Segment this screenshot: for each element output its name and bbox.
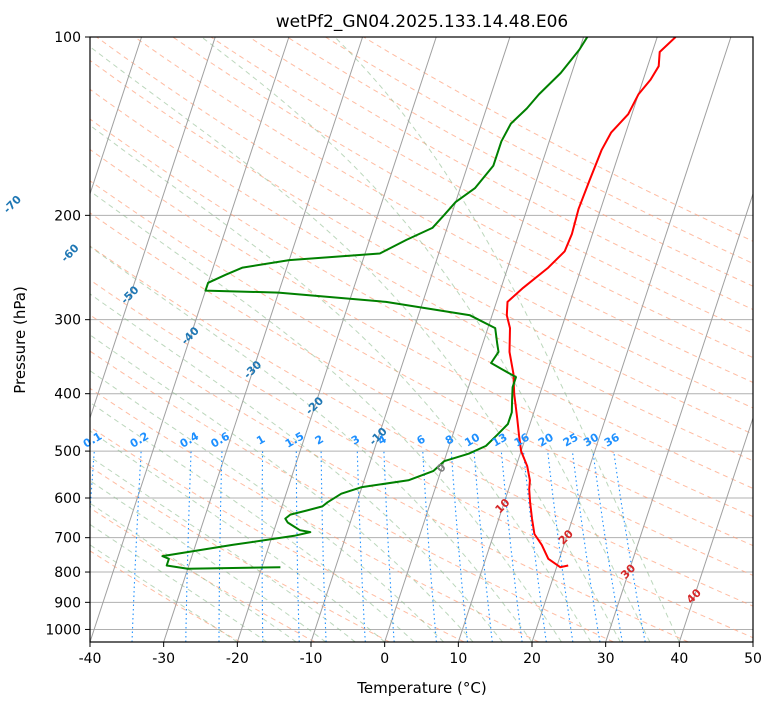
isotherm-line <box>90 37 216 420</box>
y-tick-label: 700 <box>54 531 81 547</box>
mixing-ratio-line <box>473 451 493 642</box>
mixing-ratio-line <box>571 451 601 642</box>
mixing-ratio-line <box>592 451 623 642</box>
dry-adiabat-line <box>363 37 753 242</box>
isotherm-line <box>163 37 364 642</box>
chart-title: wetPf2_GN04.2025.133.14.48.E06 <box>276 12 568 32</box>
x-tick-label: -10 <box>300 651 323 667</box>
dry-adiabat-line <box>90 279 753 639</box>
dry-adiabat-line <box>248 37 753 311</box>
dry-adiabat-line <box>90 180 753 547</box>
y-tick-label: 1000 <box>45 622 81 638</box>
mixing-ratio-line <box>185 451 192 642</box>
moist-adiabat-line <box>90 502 297 642</box>
x-tick-label: 40 <box>670 651 688 667</box>
x-tick-label: 50 <box>744 651 762 667</box>
isotherm-line <box>90 37 290 642</box>
x-axis-label: Temperature (°C) <box>356 679 486 697</box>
y-tick-label: 500 <box>54 444 81 460</box>
isotherm-line <box>531 37 732 642</box>
isotherm-label: -70 <box>1 193 24 216</box>
y-tick-label: 400 <box>54 387 81 403</box>
dry-adiabat-line <box>90 387 540 642</box>
mixing-ratio-line <box>522 451 547 642</box>
isotherm-line <box>457 37 658 642</box>
y-tick-label: 200 <box>54 208 81 224</box>
moist-adiabat-line <box>90 334 474 642</box>
dry-adiabat-line <box>90 350 614 642</box>
x-tick-label: -40 <box>79 651 102 667</box>
moist-adiabat-line <box>90 124 592 642</box>
dry-adiabat-line <box>90 507 315 642</box>
mixing-ratio-line <box>261 451 264 642</box>
moist-adiabat-line <box>90 245 533 642</box>
temperature-profile-line <box>505 37 677 569</box>
dewpoint-profile-line <box>161 37 589 570</box>
moist-adiabat-line <box>90 544 238 642</box>
mixing-ratio-line <box>295 451 300 642</box>
dry-adiabat-line <box>134 37 753 383</box>
y-axis-label: Pressure (hPa) <box>11 286 29 394</box>
dry-adiabat-line <box>90 59 753 435</box>
mixing-ratio-line <box>131 451 142 642</box>
mixing-ratio-line <box>450 451 469 642</box>
isotherm-line <box>384 37 585 642</box>
dry-adiabat-line <box>90 212 753 576</box>
y-tick-label: 300 <box>54 313 81 329</box>
isotherm-line <box>310 37 511 642</box>
y-tick-label: 600 <box>54 491 81 507</box>
moist-adiabat-line <box>90 430 386 642</box>
isotherm-label: -60 <box>58 241 81 264</box>
x-tick-label: 10 <box>449 651 467 667</box>
isotherm-line <box>605 192 753 642</box>
x-tick-label: -30 <box>152 651 175 667</box>
dry-adiabat-line <box>90 245 753 607</box>
moist-adiabat-line <box>201 37 651 642</box>
x-tick-label: 0 <box>380 651 389 667</box>
x-tick-label: -20 <box>226 651 249 667</box>
dry-adiabat-line <box>325 37 753 264</box>
y-tick-label: 800 <box>54 565 81 581</box>
y-tick-label: 100 <box>54 30 81 46</box>
isotherm-line <box>678 416 753 642</box>
moist-adiabat-line <box>90 293 503 642</box>
mixing-ratio-line <box>422 451 437 642</box>
mixing-ratio-line <box>218 451 223 642</box>
x-tick-label: 20 <box>523 651 541 667</box>
mixing-ratio-line <box>500 451 523 642</box>
mixing-ratio-line <box>320 451 327 642</box>
mixing-ratio-line <box>613 451 646 642</box>
mixing-ratio-line <box>547 451 574 642</box>
dry-adiabat-line <box>96 37 753 409</box>
moist-adiabat-line <box>90 523 268 642</box>
plot-frame <box>89 36 754 643</box>
moist-adiabat-line <box>334 37 680 642</box>
moist-adiabat-line <box>90 190 562 642</box>
x-tick-label: 30 <box>597 651 615 667</box>
moist-adiabat-line <box>90 480 326 642</box>
isotherm-line <box>236 37 437 642</box>
dry-adiabat-line <box>210 37 753 334</box>
mixing-ratio-line <box>383 451 395 642</box>
mixing-ratio-line <box>356 451 366 642</box>
isotherm-line <box>752 640 753 642</box>
y-tick-label: 900 <box>54 595 81 611</box>
isotherm-line <box>90 37 143 196</box>
moist-adiabat-line <box>90 46 621 642</box>
dry-adiabat-line <box>90 314 689 642</box>
